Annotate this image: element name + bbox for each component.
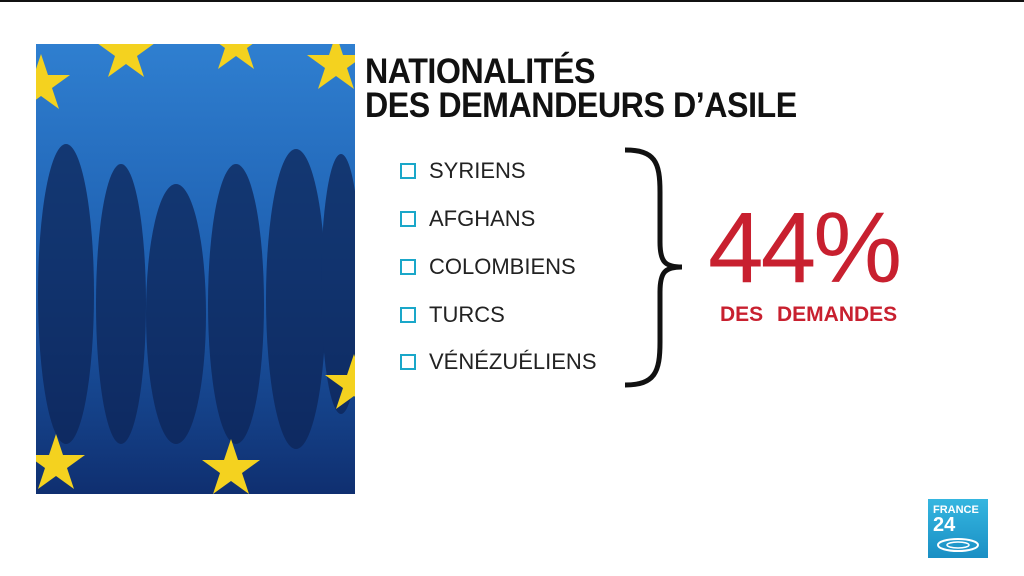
logo-swoosh [937, 538, 979, 552]
stat-value: 44% [708, 192, 902, 304]
list-item: TURCS [400, 302, 505, 328]
list-item: SYRIENS [400, 158, 526, 184]
title-line: NATIONALITÉS [365, 52, 596, 91]
list-item: AFGHANS [400, 206, 535, 232]
stat-label: DES DEMANDES [720, 303, 898, 326]
channel-logo: FRANCE 24 [928, 499, 988, 558]
bullet [400, 163, 416, 179]
list-item: COLOMBIENS [400, 254, 576, 280]
eu-flag-photo [36, 44, 355, 494]
bullet [400, 307, 416, 323]
title-line: DES DEMANDEURS D’ASILE [365, 86, 797, 125]
item-text: AFGHANS [429, 206, 536, 231]
item-text: COLOMBIENS [429, 254, 576, 279]
bullet [400, 211, 416, 227]
item-text: TURCS [429, 302, 505, 327]
logo-brand: FRANCE [933, 504, 979, 516]
item-text: SYRIENS [429, 158, 526, 183]
logo-number: 24 [933, 514, 956, 536]
list-item: VÉNÉZUÉLIENS [400, 349, 597, 375]
item-text: VÉNÉZUÉLIENS [429, 349, 597, 374]
bullet [400, 354, 416, 370]
bullet [400, 259, 416, 275]
brace [624, 147, 683, 388]
